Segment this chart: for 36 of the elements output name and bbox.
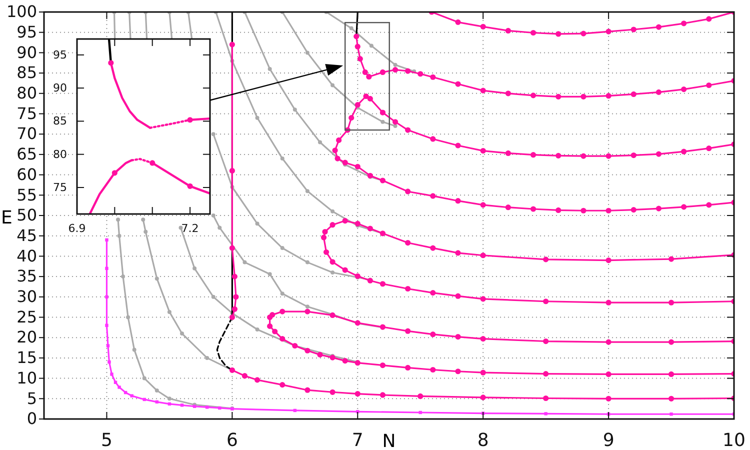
x-tick-label: 5 [101,430,112,450]
y-tick-label: 85 [53,114,67,128]
y-tick-label: 85 [16,63,37,82]
y-tick-label: 60 [16,164,37,184]
y-tick-label: 80 [16,84,37,103]
x-tick-label: 10 [722,430,746,450]
x-tick-label: 6 [226,430,238,450]
y-tick-label: 95 [53,48,67,62]
y-tick-label: 80 [53,148,67,161]
y-tick-label: 25 [16,307,37,326]
y-tick-label: 75 [53,181,67,194]
y-tick-label: 35 [16,266,37,286]
y-tick-label: 15 [16,348,37,368]
y-tick-label: 0 [26,409,37,428]
x-tick-label: 6.9 [68,222,86,235]
y-tick-label: 20 [16,328,37,347]
y-tick-label: 40 [16,246,37,266]
y-tick-label: 65 [16,144,37,164]
y-tick-label: 100 [6,2,37,22]
x-tick-label: 7.2 [181,222,199,235]
x-tick-label: 8 [477,430,489,450]
y-tick-label: 30 [16,287,37,306]
y-tick-label: 10 [16,368,37,388]
y-tick-label: 5 [26,388,37,408]
y-tick-label: 90 [53,82,67,95]
y-tick-label: 90 [16,42,37,62]
x-axis-title: N [382,431,396,450]
x-tick-label: 7 [352,430,364,450]
y-axis-title: E [1,208,12,228]
x-tick-label: 9 [602,430,614,450]
y-tick-label: 50 [16,206,37,225]
y-tick-label: 95 [16,22,37,42]
y-tick-label: 70 [16,124,37,144]
y-tick-label: 45 [16,226,37,245]
y-tick-label: 55 [16,185,37,204]
y-tick-label: 75 [16,104,37,123]
